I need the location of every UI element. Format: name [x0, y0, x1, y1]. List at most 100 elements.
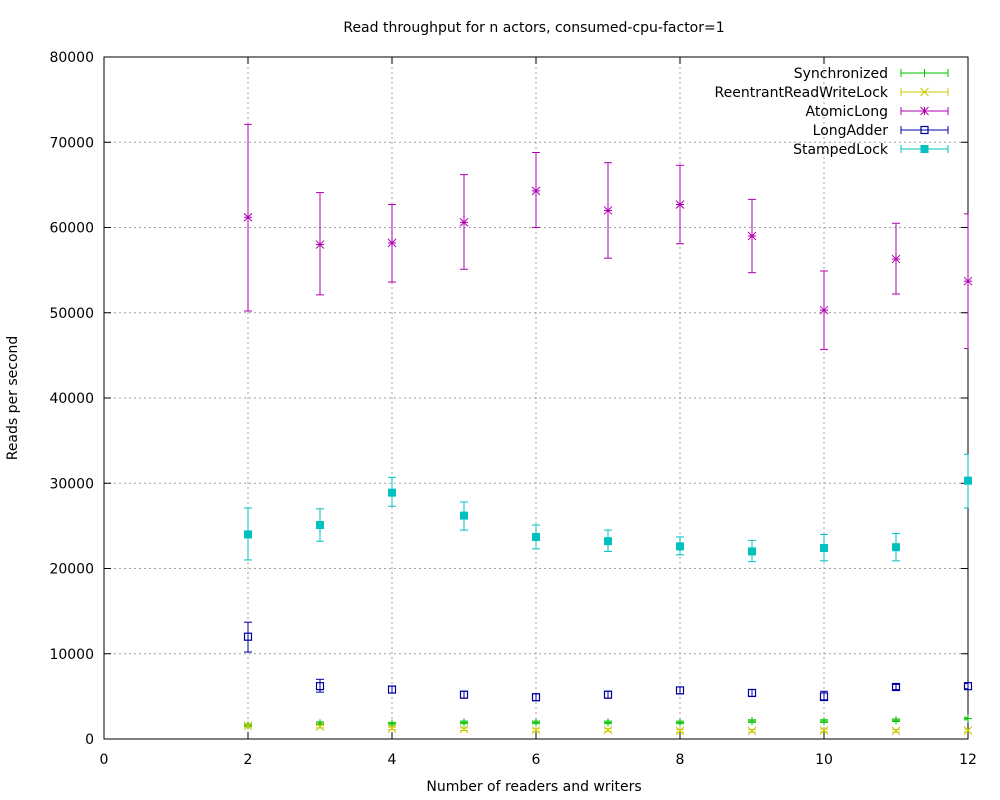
- data-point-synchronized: [820, 717, 828, 726]
- y-tick-label: 40000: [49, 391, 94, 407]
- legend-label: ReentrantReadWriteLock: [715, 85, 889, 101]
- x-tick-label: 4: [388, 752, 397, 768]
- data-point-synchronized: [460, 718, 468, 727]
- data-point-atomiclong: [387, 238, 397, 248]
- error-bar-longadder: [604, 690, 612, 699]
- data-point-atomiclong: [819, 305, 829, 315]
- data-point-reentrantreadwritelock: [891, 726, 901, 736]
- error-bar-longadder: [244, 621, 252, 653]
- legend-item-longadder: LongAdder: [813, 123, 949, 139]
- series-longadder: [243, 621, 973, 702]
- data-point-synchronized: [964, 714, 972, 723]
- y-tick-label: 20000: [49, 562, 94, 578]
- x-tick-label: 6: [532, 752, 541, 768]
- data-point-stampedlock: [388, 488, 396, 497]
- data-point-stampedlock: [316, 521, 324, 530]
- legend: Synchronized ReentrantReadWriteLock Atomic…: [715, 66, 949, 158]
- data-point-synchronized: [748, 717, 756, 726]
- data-point-synchronized: [604, 718, 612, 727]
- data-point-stampedlock: [964, 476, 972, 485]
- error-bar-longadder: [748, 689, 756, 697]
- error-bar-longadder: [892, 683, 900, 691]
- legend-label: AtomicLong: [806, 104, 889, 120]
- legend-label: LongAdder: [813, 123, 889, 139]
- data-point-reentrantreadwritelock: [675, 726, 685, 736]
- data-point-atomiclong: [675, 200, 685, 209]
- error-bar-longadder: [388, 685, 396, 694]
- x-tick-label: 2: [244, 752, 253, 768]
- data-point-atomiclong: [315, 240, 325, 249]
- series-atomiclong: [243, 123, 973, 350]
- data-point-stampedlock: [244, 530, 252, 539]
- data-point-longadder: [675, 686, 685, 695]
- legend-item-reentrantreadwritelock: ReentrantReadWriteLock: [715, 85, 949, 101]
- data-point-stampedlock: [604, 537, 612, 546]
- data-point-atomiclong: [963, 276, 973, 286]
- data-point-stampedlock: [460, 511, 468, 520]
- data-point-synchronized: [892, 716, 900, 725]
- legend-marker: [920, 87, 929, 97]
- data-point-reentrantreadwritelock: [387, 723, 397, 733]
- data-point-reentrantreadwritelock: [747, 726, 757, 736]
- data-point-reentrantreadwritelock: [963, 726, 973, 735]
- legend-marker: [920, 69, 929, 77]
- x-tick-labels: 0 2 4 6 8 10 12: [100, 752, 977, 768]
- error-bar-longadder: [460, 690, 468, 699]
- data-point-reentrantreadwritelock: [819, 726, 829, 735]
- data-point-longadder: [603, 690, 613, 699]
- x-axis-title: Number of readers and writers: [426, 779, 641, 795]
- data-point-longadder: [243, 632, 253, 641]
- series-stampedlock: [244, 453, 972, 563]
- x-tick-label: 0: [100, 752, 109, 768]
- series-reentrantreadwritelock: [243, 721, 973, 736]
- legend-item-atomiclong: AtomicLong: [806, 104, 949, 120]
- error-bar-longadder: [532, 693, 540, 702]
- data-point-atomiclong: [891, 254, 901, 264]
- data-point-atomiclong: [531, 186, 541, 196]
- data-point-atomiclong: [243, 212, 253, 222]
- series-layer: [243, 123, 973, 736]
- data-point-atomiclong: [603, 206, 613, 215]
- x-tick-label: 8: [676, 752, 685, 768]
- legend-label: StampedLock: [793, 142, 889, 158]
- y-tick-label: 10000: [49, 647, 94, 663]
- data-point-stampedlock: [676, 542, 684, 551]
- data-point-reentrantreadwritelock: [243, 721, 253, 731]
- data-point-stampedlock: [532, 532, 540, 541]
- y-tick-label: 50000: [49, 306, 94, 322]
- data-point-longadder: [387, 685, 397, 694]
- data-point-synchronized: [532, 718, 540, 727]
- data-point-longadder: [747, 688, 757, 698]
- data-point-reentrantreadwritelock: [603, 725, 613, 735]
- legend-item-stampedlock: StampedLock: [793, 142, 949, 158]
- data-point-reentrantreadwritelock: [531, 725, 541, 735]
- data-point-synchronized: [676, 718, 684, 727]
- data-point-atomiclong: [459, 218, 469, 227]
- chart-title: Read throughput for n actors, consumed-c…: [343, 20, 724, 36]
- x-tick-label: 12: [959, 752, 977, 768]
- data-point-atomiclong: [747, 231, 757, 241]
- legend-label: Synchronized: [794, 66, 888, 82]
- legend-item-synchronized: Synchronized: [794, 66, 949, 82]
- data-point-longadder: [819, 692, 829, 701]
- legend-marker: [920, 106, 929, 116]
- y-tick-label: 80000: [49, 50, 94, 66]
- data-point-longadder: [459, 690, 469, 699]
- y-tick-label: 60000: [49, 221, 94, 237]
- y-axis-title: Reads per second: [5, 336, 21, 461]
- y-tick-label: 30000: [49, 476, 94, 492]
- data-point-stampedlock: [820, 544, 828, 553]
- x-tick-label: 10: [815, 752, 833, 768]
- y-tick-label: 70000: [49, 135, 94, 151]
- series-synchronized: [244, 714, 972, 730]
- data-point-synchronized: [388, 719, 396, 728]
- data-point-longadder: [963, 682, 973, 691]
- data-point-longadder: [315, 682, 325, 691]
- y-tick-labels: 0 10000 20000 30000 40000 50000 60000 70000 8000…: [49, 50, 94, 748]
- legend-marker: [920, 125, 929, 135]
- legend-marker: [920, 145, 929, 153]
- y-tick-label: 0: [85, 732, 94, 748]
- data-point-longadder: [531, 693, 541, 702]
- error-bar-longadder: [676, 686, 684, 695]
